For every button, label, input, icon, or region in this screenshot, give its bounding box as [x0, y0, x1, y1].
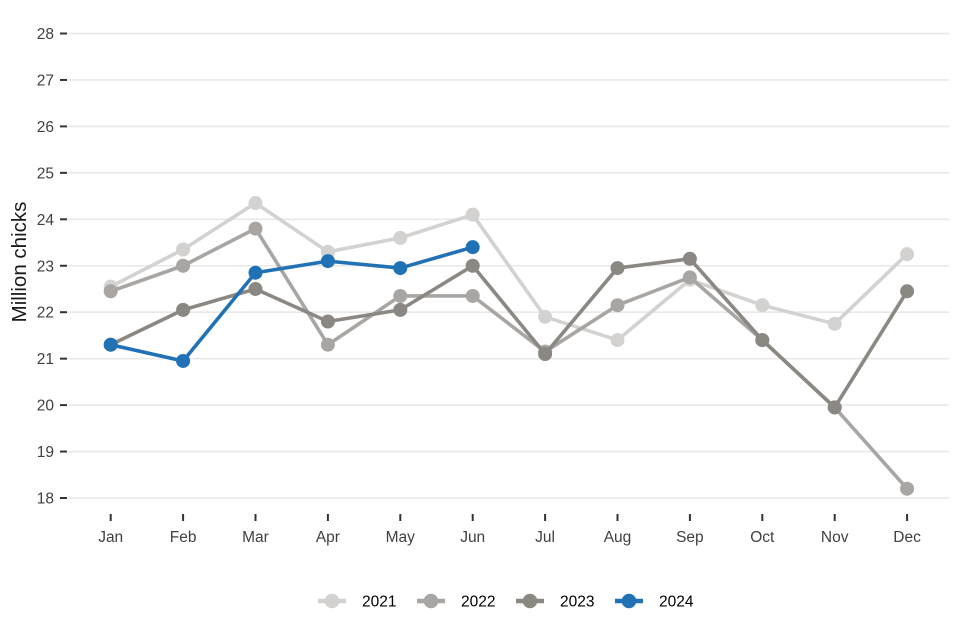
legend-item-2024: 2024 [615, 594, 694, 611]
legend-key-point [423, 593, 439, 609]
series-2022-point [176, 258, 191, 273]
legend-key-point [324, 593, 340, 609]
series-2023-point [393, 302, 408, 317]
series-2021-point [827, 316, 842, 331]
legend-label: 2024 [659, 594, 694, 611]
x-tick-label: Sep [676, 529, 704, 546]
legend-item-2022: 2022 [417, 594, 495, 611]
y-tick-label: 27 [37, 72, 54, 89]
legend-item-2023: 2023 [516, 594, 594, 611]
series-2023-point [682, 251, 697, 266]
series-2023-point [465, 258, 480, 273]
legend-label: 2022 [461, 594, 495, 611]
series-2024-point [320, 254, 335, 269]
x-tick-label: Jul [535, 529, 555, 546]
series-2021-point [176, 242, 191, 257]
y-tick-label: 24 [37, 212, 55, 229]
series-2022-point [610, 298, 625, 313]
series-2023-point [248, 281, 263, 296]
series-2024-point [465, 240, 480, 255]
series-2022-point [465, 288, 480, 303]
y-tick-label: 20 [37, 398, 55, 415]
x-tick-label: Mar [242, 529, 269, 546]
legend-key-point [522, 593, 538, 609]
y-axis-title: Million chicks [8, 202, 31, 323]
series-2022-point [682, 270, 697, 285]
x-tick-label: Aug [604, 529, 632, 546]
x-tick-label: Apr [316, 529, 340, 546]
y-tick-label: 25 [37, 165, 54, 182]
legend-item-2021: 2021 [318, 594, 396, 611]
series-2023-point [827, 400, 842, 415]
series-2023-point [755, 333, 770, 348]
series-2024-point [103, 337, 118, 352]
y-tick-label: 28 [37, 26, 54, 43]
series-2022-point [900, 481, 915, 496]
series-2021-point [393, 230, 408, 245]
series-2023-point [610, 261, 625, 276]
series-2021-line [108, 201, 909, 342]
series-2023-point [320, 314, 335, 329]
legend-label: 2021 [362, 594, 396, 611]
series-2021-point [465, 207, 480, 222]
series-2021-point [900, 247, 915, 262]
series-2024-point [393, 261, 408, 276]
x-axis: Jan Feb Mar Apr May Jun Jul Aug Sep Oct Nov Dec [98, 514, 921, 546]
series-2022-point [248, 221, 263, 236]
legend: 2021 2022 2023 2024 [318, 594, 694, 611]
y-axis: 18 19 20 21 22 23 24 25 26 27 28 [37, 26, 67, 508]
series-2022-point [393, 288, 408, 303]
y-tick-label: 18 [37, 491, 54, 508]
x-tick-label: Jun [460, 529, 485, 546]
legend-key-point [621, 593, 637, 609]
x-tick-label: Dec [893, 529, 921, 546]
y-tick-label: 26 [37, 119, 54, 136]
y-tick-label: 19 [37, 444, 54, 461]
series-2022-point [320, 337, 335, 352]
legend-label: 2023 [560, 594, 594, 611]
series-2023-point [176, 302, 191, 317]
x-tick-label: Oct [750, 529, 775, 546]
x-tick-label: Nov [821, 529, 849, 546]
series-2022-point [103, 284, 118, 299]
series-2024-line [108, 245, 475, 363]
y-tick-label: 23 [37, 258, 54, 275]
series-2024-point [176, 353, 191, 368]
series-2023-point [538, 347, 553, 362]
series-2021-point [755, 298, 770, 313]
y-tick-label: 22 [37, 305, 54, 322]
x-tick-label: May [386, 529, 416, 546]
series-2021-point [538, 309, 553, 324]
series-2023 [103, 251, 915, 415]
series-2021-point [610, 333, 625, 348]
x-tick-label: Feb [170, 529, 197, 546]
series-2023-point [900, 284, 915, 299]
x-tick-label: Jan [98, 529, 123, 546]
series-2021-point [248, 196, 263, 211]
series-2024-point [248, 265, 263, 280]
y-tick-label: 21 [37, 351, 54, 368]
series-2023-line [108, 256, 909, 410]
series-2024 [103, 240, 480, 368]
